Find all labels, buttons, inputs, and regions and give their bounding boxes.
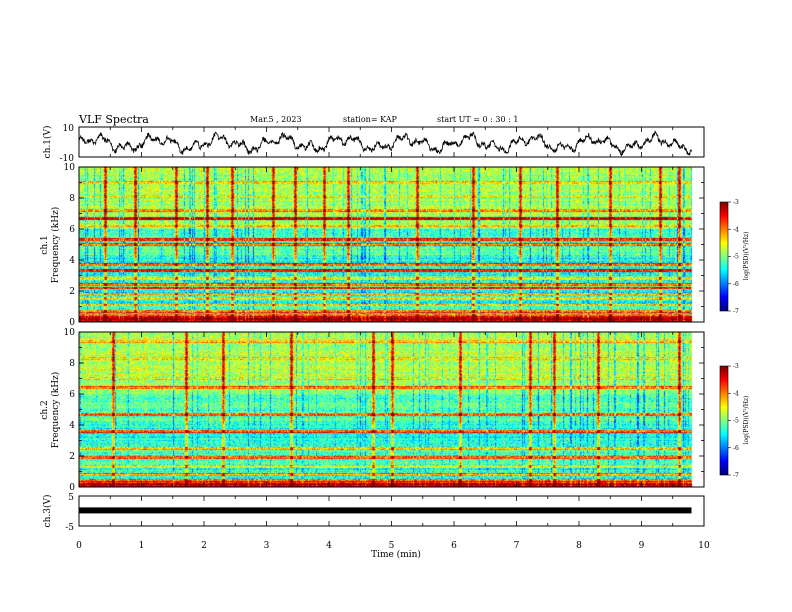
ch2-spectrogram-ytick-label: 4 bbox=[69, 421, 75, 431]
ch1-waveform-trace bbox=[78, 130, 692, 157]
x-axis-tick-label: 2 bbox=[201, 541, 207, 551]
ch1-spectrogram-ticks bbox=[78, 166, 705, 323]
ch2-colorbar-tick-label: -4 bbox=[733, 390, 739, 397]
ch1-spectrogram-ytick-label: 10 bbox=[64, 163, 76, 173]
x-axis-tick-label: 5 bbox=[389, 541, 395, 551]
ch1-spectrogram-yticklabels: 0 2 4 6 8 10 bbox=[64, 163, 76, 328]
x-axis-tick-label: 10 bbox=[698, 541, 710, 551]
ch2-spectrogram-ytick-label: 8 bbox=[69, 359, 75, 369]
ch3-waveform-panel: 5 -5 ch.3(V) bbox=[42, 493, 705, 533]
ch2-spectrogram-yticklabels: 0 2 4 6 8 10 bbox=[64, 328, 76, 493]
ch1-colorbar-label: log(PSD)(V²/Hz) bbox=[743, 232, 750, 281]
ch2-spectrogram-ticks bbox=[78, 331, 705, 488]
ch2-colorbar-tick-label: -7 bbox=[733, 472, 739, 479]
x-axis-tick-label: 3 bbox=[264, 541, 270, 551]
ch2-spectrogram-ylabel-channel: ch.2 bbox=[40, 400, 50, 419]
x-axis-tick-label: 6 bbox=[451, 541, 457, 551]
ch3-ytick-top: 5 bbox=[68, 493, 74, 503]
ch2-colorbar-tick-label: -5 bbox=[733, 418, 739, 425]
x-axis-label: Time (min) bbox=[371, 549, 421, 560]
ch1-colorbar-tick-label: -6 bbox=[733, 281, 739, 288]
ch2-colorbar-ticks: -3 -4 -5 -6 -7 bbox=[728, 363, 739, 479]
ch1-colorbar-ticks: -3 -4 -5 -6 -7 bbox=[728, 199, 739, 315]
ch2-spectrogram-ylabel-frequency: Frequency (kHz) bbox=[50, 372, 61, 449]
x-axis-tick-label: 9 bbox=[639, 541, 645, 551]
ch1-spectrogram-ytick-label: 6 bbox=[69, 225, 75, 235]
date-label: Mar.5 , 2023 bbox=[250, 115, 302, 124]
ch1-waveform-ylabel: ch.1(V) bbox=[42, 126, 53, 159]
ch2-colorbar: -3 -4 -5 -6 -7 log(PSD)(V²/Hz) bbox=[719, 363, 750, 479]
ch1-ytick-bottom: -10 bbox=[60, 154, 75, 164]
ch3-waveform-ticks bbox=[78, 496, 705, 526]
ch1-colorbar: -3 -4 -5 -6 -7 log(PSD)(V²/Hz) bbox=[719, 199, 750, 315]
ch2-colorbar-image bbox=[720, 366, 728, 475]
x-axis-tick-label: 4 bbox=[326, 541, 332, 551]
start-time-label: start UT = 0 : 30 : 1 bbox=[437, 115, 518, 124]
ch2-spectrogram-ytick-label: 2 bbox=[69, 452, 75, 462]
x-axis-tick-labels: 0 1 2 3 4 5 6 7 8 9 10 bbox=[76, 541, 710, 551]
ch2-spectrogram-ytick-label: 6 bbox=[69, 390, 75, 400]
ch3-waveform-trace bbox=[79, 507, 692, 514]
ch3-waveform-ylabel: ch.3(V) bbox=[42, 495, 53, 528]
ch1-spectrogram-ylabel-channel: ch.1 bbox=[40, 235, 50, 254]
ch1-spectrogram-ylabel-frequency: Frequency (kHz) bbox=[50, 207, 61, 284]
ch1-spectrogram-ytick-label: 8 bbox=[69, 194, 75, 204]
ch1-waveform-panel: 10 -10 ch.1(V) bbox=[42, 124, 705, 164]
ch1-colorbar-tick-label: -4 bbox=[733, 226, 739, 233]
ch1-colorbar-image bbox=[720, 202, 728, 311]
x-axis-tick-label: 0 bbox=[76, 541, 82, 551]
ch1-colorbar-tick-label: -7 bbox=[733, 308, 739, 315]
x-axis-tick-label: 1 bbox=[139, 541, 145, 551]
station-label: station= KAP bbox=[343, 115, 398, 124]
x-axis-tick-label: 7 bbox=[514, 541, 520, 551]
ch1-colorbar-tick-label: -5 bbox=[733, 254, 739, 261]
ch1-spectrogram-image bbox=[79, 167, 704, 322]
figure-title: VLF Spectra bbox=[78, 113, 149, 126]
ch1-colorbar-tick-label: -3 bbox=[733, 199, 739, 206]
ch3-ytick-bottom: -5 bbox=[65, 523, 74, 533]
ch1-spectrogram-ytick-label: 2 bbox=[69, 287, 75, 297]
ch2-spectrogram-panel: 0 2 4 6 8 10 ch.2 Frequency (kHz) bbox=[40, 328, 705, 493]
ch1-waveform-ticks bbox=[78, 127, 705, 157]
ch2-colorbar-tick-label: -3 bbox=[733, 363, 739, 370]
ch1-spectrogram-ytick-label: 4 bbox=[69, 256, 75, 266]
ch2-spectrogram-image bbox=[79, 332, 704, 487]
ch1-spectrogram-ytick-label: 0 bbox=[69, 318, 75, 328]
ch1-spectrogram-panel: 0 2 4 6 8 10 ch.1 Frequency (kHz) bbox=[40, 163, 705, 328]
ch2-colorbar-tick-label: -6 bbox=[733, 445, 739, 452]
ch2-colorbar-label: log(PSD)(V²/Hz) bbox=[743, 396, 750, 445]
ch2-spectrogram-ytick-label: 10 bbox=[64, 328, 76, 338]
ch1-ytick-top: 10 bbox=[63, 124, 75, 134]
ch2-spectrogram-ytick-label: 0 bbox=[69, 483, 75, 493]
x-axis-tick-label: 8 bbox=[576, 541, 582, 551]
